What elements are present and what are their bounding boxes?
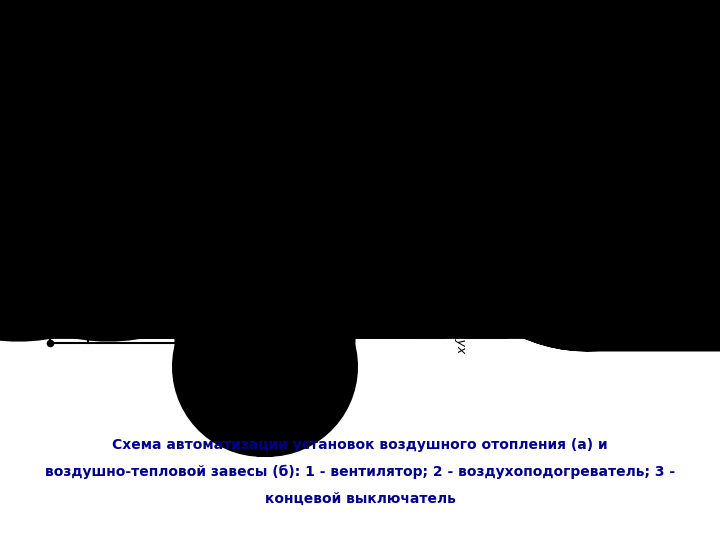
Text: TE: TE [654,104,672,118]
Circle shape [640,145,686,192]
Text: H: H [582,260,594,275]
Text: ~: ~ [80,173,96,192]
Polygon shape [166,113,234,170]
Circle shape [272,266,318,313]
Text: $t_2$: $t_2$ [516,159,528,174]
Circle shape [505,249,541,286]
Text: NS: NS [79,226,96,239]
Text: 1: 1 [100,95,109,110]
Text: 2: 2 [220,91,230,106]
Circle shape [640,88,686,134]
Text: Вода: Вода [496,129,528,142]
Text: Вода: Вода [277,218,290,251]
Text: концевой выключатель: концевой выключатель [264,492,456,506]
Circle shape [62,115,114,167]
Text: Схема автоматизации установок воздушного отопления (а) и: Схема автоматизации установок воздушного… [112,438,608,452]
Circle shape [66,210,110,254]
Text: воздушно-тепловой завесы (б): 1 - вентилятор; 2 - воздухоподогреватель; 3 -: воздушно-тепловой завесы (б): 1 - вентил… [45,465,675,479]
Bar [224,186,246,208]
Text: Воздух: Воздух [454,308,467,354]
Polygon shape [423,123,489,180]
Bar [550,210,570,230]
Text: Воздух: Воздух [2,121,48,134]
Circle shape [70,166,106,203]
Text: TC: TC [286,282,304,296]
Text: ~: ~ [515,256,531,275]
Circle shape [430,241,482,294]
Polygon shape [265,188,278,205]
Text: б): б) [370,1,387,19]
Text: 2: 2 [408,170,418,185]
Polygon shape [560,183,573,200]
Polygon shape [547,183,560,200]
Circle shape [24,264,76,316]
Circle shape [562,241,614,294]
Text: 3: 3 [576,18,586,33]
Polygon shape [252,188,265,205]
Circle shape [272,150,318,197]
Text: 1: 1 [416,274,426,288]
Bar [551,33,569,51]
Text: $t_2$: $t_2$ [186,249,197,265]
Text: H: H [44,282,55,297]
Text: TC: TC [654,161,672,176]
Text: а): а) [38,1,55,19]
Text: $t_1$: $t_1$ [578,195,590,210]
Text: $t_1$: $t_1$ [247,268,258,284]
Text: TE: TE [287,167,304,180]
